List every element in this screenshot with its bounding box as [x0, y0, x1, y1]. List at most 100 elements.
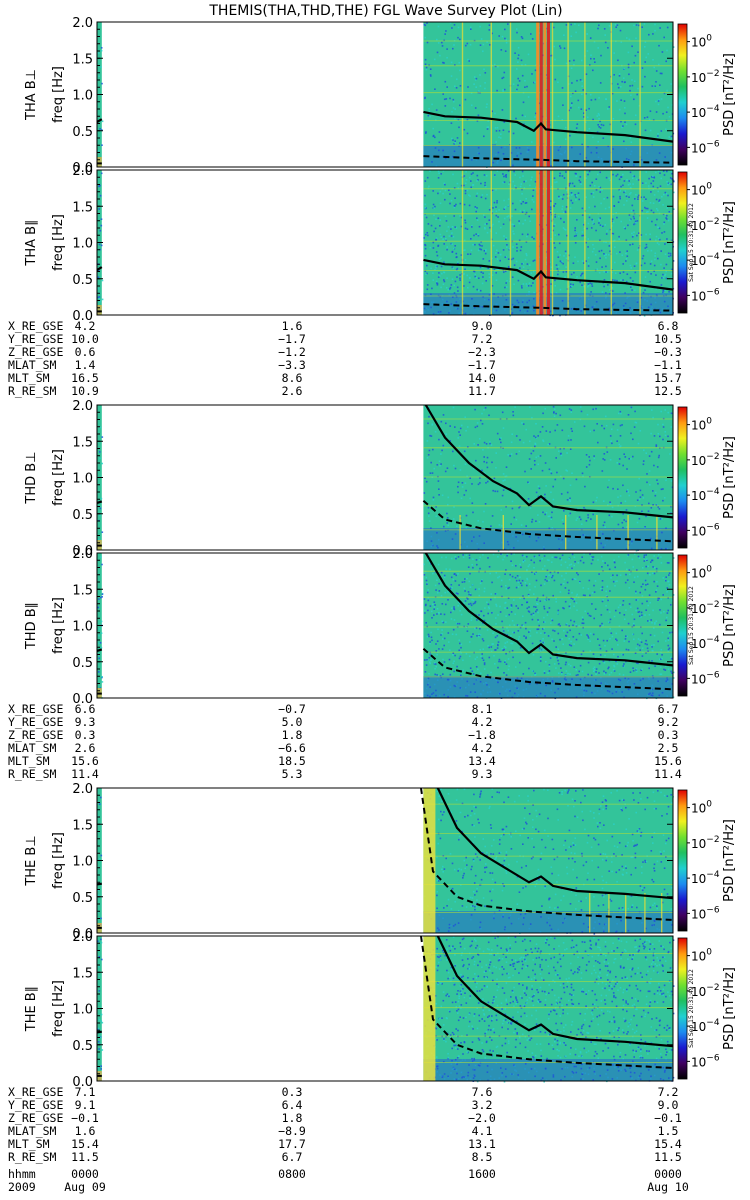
noise-speck: [456, 78, 458, 81]
noise-speck: [536, 682, 538, 685]
noise-speck: [604, 644, 606, 647]
noise-speck: [507, 658, 510, 660]
noise-speck: [526, 577, 528, 580]
noise-speck: [623, 67, 625, 70]
noise-speck: [101, 1049, 104, 1051]
noise-speck: [537, 619, 539, 621]
noise-speck: [515, 90, 518, 92]
noise-speck: [449, 673, 452, 676]
noise-speck: [453, 150, 456, 153]
noise-speck: [506, 554, 508, 557]
noise-speck: [539, 692, 542, 695]
noise-speck: [449, 976, 451, 979]
noise-speck: [653, 627, 655, 629]
noise-speck: [500, 441, 502, 444]
noise-speck: [101, 593, 104, 596]
noise-speck: [627, 895, 629, 897]
noise-speck: [481, 580, 483, 582]
noise-speck: [522, 175, 524, 177]
noise-speck: [610, 440, 612, 442]
noise-speck: [520, 36, 523, 38]
noise-speck: [503, 88, 506, 91]
noise-speck: [484, 72, 487, 74]
noise-speck: [458, 584, 460, 586]
noise-speck: [522, 887, 524, 889]
noise-speck: [480, 419, 482, 422]
noise-speck: [99, 184, 101, 187]
noise-speck: [459, 274, 461, 276]
noise-speck: [442, 658, 444, 661]
noise-speck: [535, 520, 537, 522]
noise-speck: [640, 798, 642, 800]
noise-speck: [660, 861, 663, 863]
noise-speck: [599, 827, 602, 830]
noise-speck: [626, 250, 628, 252]
noise-speck: [574, 242, 577, 244]
timestamp-stamp: Sat Sep 15 20:31:49 2012: [688, 586, 695, 665]
noise-speck: [432, 499, 435, 501]
noise-speck: [426, 636, 429, 638]
noise-speck: [441, 272, 443, 275]
noise-speck: [554, 907, 556, 909]
noise-speck: [449, 286, 452, 289]
noise-speck: [630, 187, 632, 190]
noise-speck: [582, 587, 585, 589]
noise-speck: [540, 639, 543, 642]
noise-speck: [653, 270, 655, 272]
noise-speck: [662, 499, 664, 502]
noise-speck: [486, 223, 488, 225]
noise-speck: [482, 50, 484, 53]
noise-speck: [638, 615, 641, 617]
noise-speck: [478, 559, 481, 561]
noise-speck: [494, 636, 497, 639]
noise-speck: [580, 295, 583, 298]
noise-speck: [530, 468, 532, 470]
noise-speck: [99, 300, 101, 303]
noise-speck: [597, 843, 600, 846]
noise-speck: [625, 123, 628, 126]
y-tick-label: 0.5: [72, 125, 93, 140]
noise-speck: [427, 454, 430, 456]
noise-speck: [457, 485, 459, 488]
noise-speck: [591, 603, 593, 605]
noise-speck: [670, 505, 672, 508]
noise-speck: [100, 172, 103, 175]
noise-speck: [522, 266, 525, 268]
noise-speck: [514, 52, 516, 54]
noise-speck: [574, 852, 576, 855]
noise-speck: [514, 406, 516, 408]
noise-speck: [582, 594, 585, 596]
noise-speck: [429, 115, 431, 118]
noise-speck: [646, 116, 649, 118]
noise-speck: [424, 671, 427, 673]
burst-spike: [509, 170, 512, 315]
noise-speck: [587, 612, 589, 615]
noise-speck: [470, 914, 473, 916]
noise-speck: [510, 312, 513, 315]
noise-speck: [586, 116, 589, 119]
noise-speck: [657, 170, 660, 172]
noise-speck: [625, 280, 628, 283]
noise-speck: [477, 152, 479, 154]
noise-speck: [608, 568, 611, 571]
noise-speck: [588, 463, 591, 466]
noise-speck: [632, 455, 634, 458]
y-tick-label: 2.0: [72, 399, 93, 414]
noise-speck: [549, 208, 552, 210]
noise-speck: [448, 927, 451, 929]
burst-spike: [627, 515, 629, 550]
noise-speck: [581, 272, 584, 275]
noise-speck: [562, 522, 565, 525]
noise-speck: [628, 38, 631, 41]
noise-speck: [598, 114, 600, 116]
noise-speck: [460, 643, 463, 646]
noise-speck: [618, 458, 621, 460]
noise-speck: [670, 802, 673, 804]
noise-speck: [495, 153, 497, 156]
noise-speck: [439, 955, 442, 957]
noise-speck: [480, 927, 482, 930]
noise-speck: [447, 524, 449, 527]
noise-speck: [504, 690, 507, 692]
noise-speck: [587, 145, 589, 148]
noise-speck: [519, 626, 522, 629]
